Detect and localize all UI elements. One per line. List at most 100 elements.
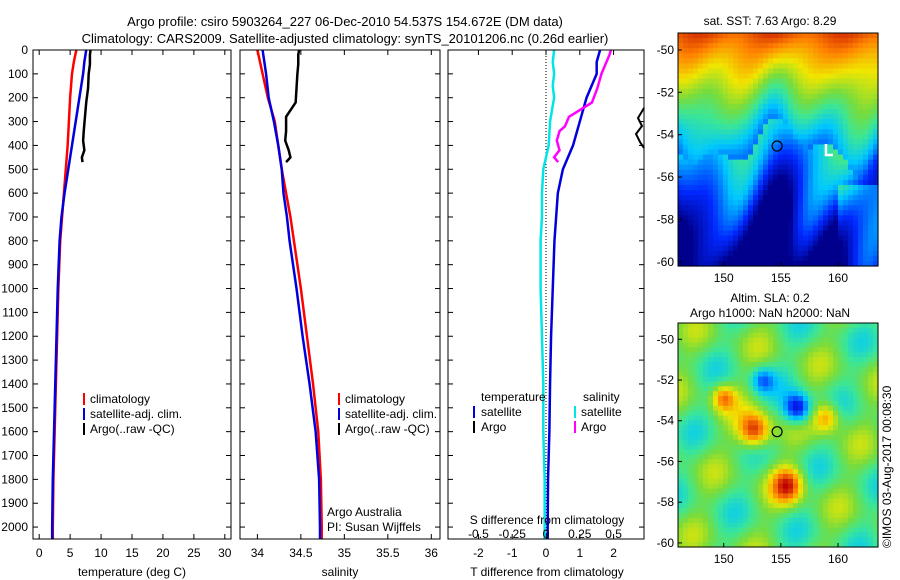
sst-cell <box>853 169 859 176</box>
sst-cell <box>863 63 869 70</box>
sla-cell <box>808 512 814 519</box>
sst-cell <box>773 103 779 110</box>
sla-cell <box>803 488 809 495</box>
sst-cell <box>833 240 839 247</box>
sla-cell <box>868 337 874 344</box>
sla-cell <box>873 537 879 543</box>
sst-cell <box>828 174 834 181</box>
sst-cell <box>703 43 709 49</box>
sla-cell <box>748 386 754 392</box>
sst-cell <box>703 98 709 105</box>
sst-cell <box>733 179 739 186</box>
sla-cell <box>728 508 734 514</box>
sla-cell <box>753 493 759 499</box>
sst-cell <box>768 48 774 54</box>
sla-cell <box>708 512 714 519</box>
sla-cell <box>808 420 814 426</box>
sla-cell <box>838 527 844 533</box>
sla-cell <box>798 430 804 436</box>
sst-cell <box>693 179 699 186</box>
sst-cell <box>803 53 809 59</box>
sst-cell <box>833 190 839 196</box>
sst-ytick-label: -58 <box>657 212 675 226</box>
salinity-axes-frame <box>239 49 441 540</box>
sst-cell <box>753 200 759 206</box>
sla-cell <box>848 371 854 378</box>
sla-cell <box>778 420 784 426</box>
sst-cell <box>768 68 774 75</box>
sst-cell <box>723 240 729 247</box>
sla-cell <box>713 517 719 524</box>
sst-cell <box>733 53 739 59</box>
sst-cell <box>678 220 684 227</box>
sla-ytick-label: -56 <box>657 454 675 468</box>
sla-cell <box>753 405 759 412</box>
sst-cell <box>778 169 784 176</box>
sst-cell <box>808 33 814 39</box>
sla-cell <box>858 464 864 470</box>
sla-cell <box>688 444 694 451</box>
sst-cell <box>798 144 804 151</box>
sst-cell <box>713 38 719 44</box>
sla-cell <box>783 352 789 358</box>
sst-cell <box>773 88 779 95</box>
sst-cell <box>698 159 704 166</box>
sla-cell <box>828 430 834 436</box>
sst-cell <box>693 225 699 232</box>
sla-cell <box>763 473 769 480</box>
sst-cell <box>823 235 829 242</box>
sla-cell <box>753 357 759 363</box>
sst-cell <box>763 230 769 237</box>
sst-cell <box>828 184 834 191</box>
sla-cell <box>793 473 799 480</box>
sst-cell <box>793 149 799 156</box>
sla-cell <box>718 532 724 538</box>
sst-cell <box>678 48 684 54</box>
sst-cell <box>833 144 839 151</box>
sst-cell <box>703 235 709 242</box>
sst-cell <box>808 38 814 44</box>
sla-cell <box>688 478 694 485</box>
sst-cell <box>698 255 704 262</box>
sst-cell <box>788 78 794 85</box>
sst-cell <box>788 48 794 54</box>
sst-cell <box>698 78 704 85</box>
sla-cell <box>848 381 854 387</box>
sla-cell <box>768 332 774 339</box>
sla-cell <box>683 361 689 368</box>
sst-cell <box>813 78 819 85</box>
sla-cell <box>793 542 799 548</box>
sla-cell <box>768 469 774 475</box>
sla-cell <box>733 444 739 451</box>
sst-cell <box>768 78 774 85</box>
sst-cell <box>728 108 734 115</box>
sla-cell <box>688 532 694 538</box>
sst-cell <box>803 124 809 130</box>
sst-cell <box>758 169 764 176</box>
sst-cell <box>718 33 724 39</box>
sst-cell <box>828 103 834 110</box>
sla-cell <box>748 449 754 456</box>
sst-cell <box>683 245 689 252</box>
sst-cell <box>743 220 749 227</box>
sst-cell <box>753 144 759 151</box>
sst-cell <box>703 220 709 227</box>
sla-cell <box>708 454 714 460</box>
sla-cell <box>743 381 749 387</box>
sst-cell <box>823 174 829 181</box>
sla-cell <box>768 376 774 383</box>
sst-cell <box>813 190 819 196</box>
sst-cell <box>808 73 814 80</box>
sla-cell <box>698 371 704 378</box>
sla-cell <box>818 381 824 387</box>
sst-cell <box>748 260 754 267</box>
sst-cell <box>838 88 844 95</box>
sla-cell <box>813 508 819 514</box>
sst-cell <box>723 78 729 85</box>
sst-cell <box>793 124 799 130</box>
sla-cell <box>808 415 814 421</box>
sst-cell <box>858 215 864 222</box>
sla-cell <box>863 327 869 334</box>
sla-cell <box>758 415 764 421</box>
sst-cell <box>758 134 764 140</box>
